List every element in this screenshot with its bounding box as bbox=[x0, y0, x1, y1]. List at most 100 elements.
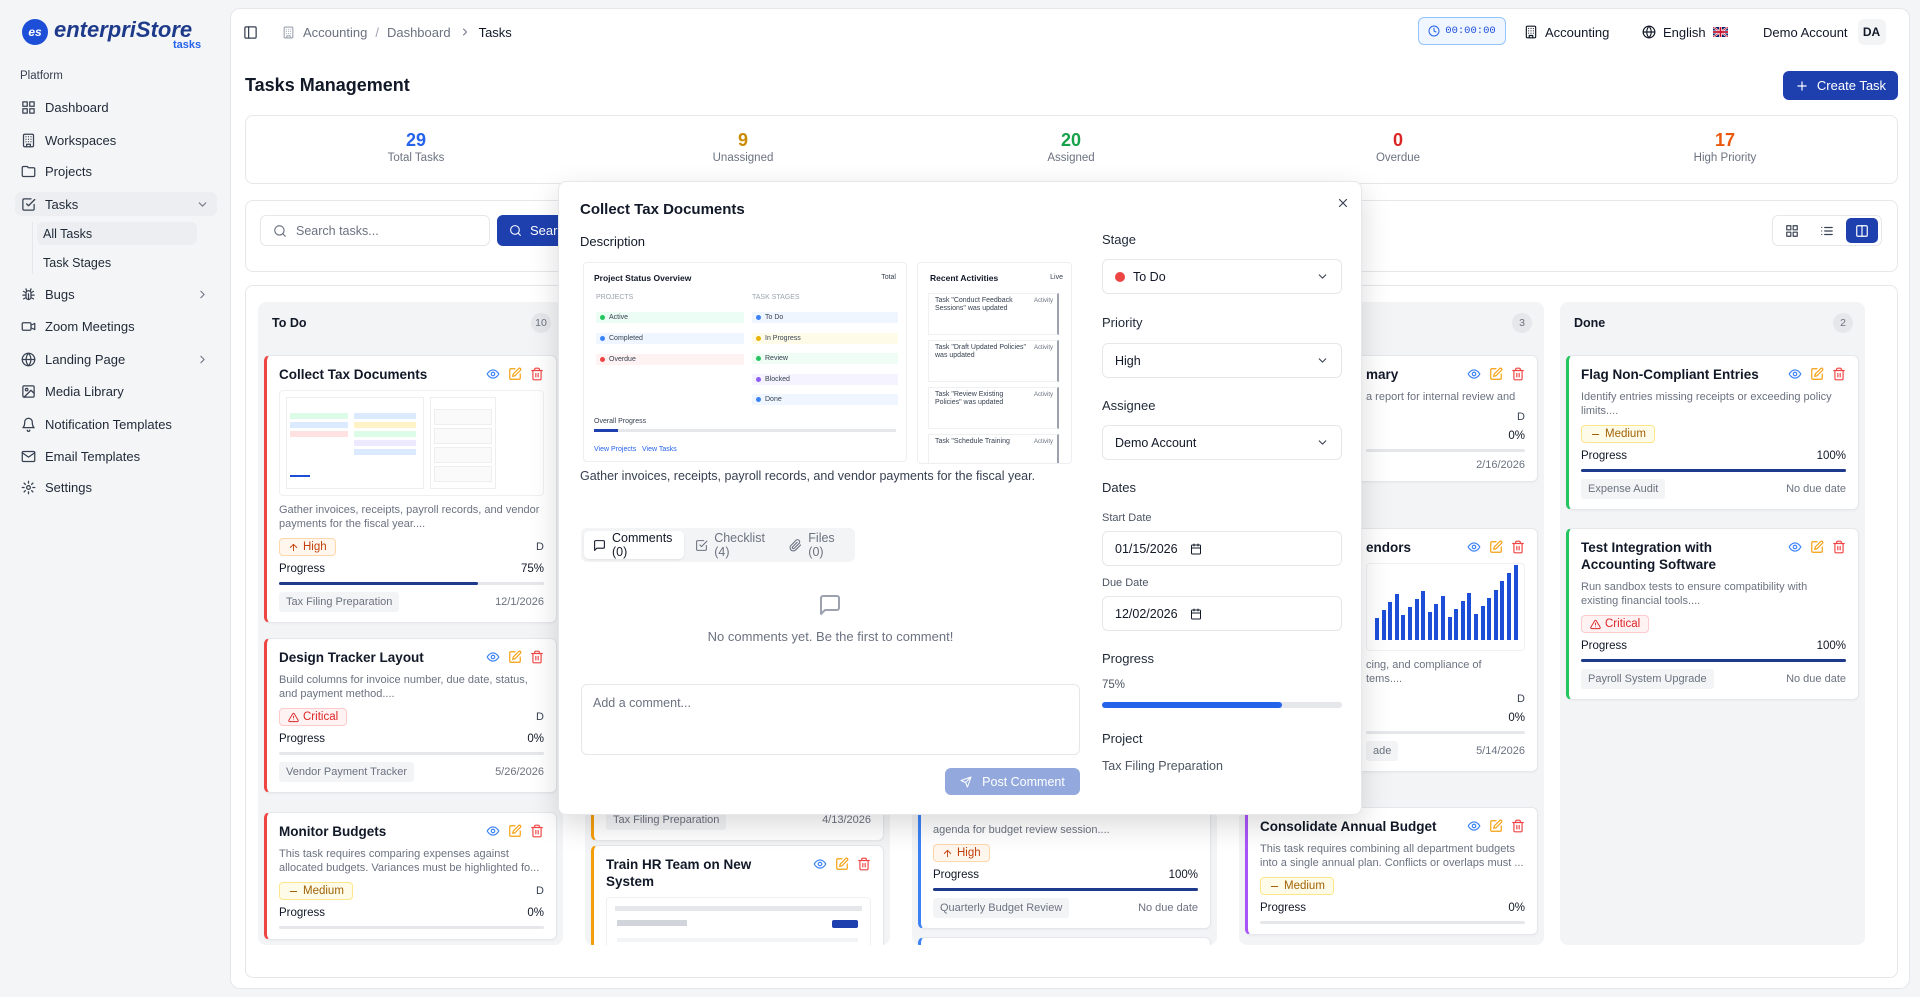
project-tag: Tax Filing Preparation bbox=[606, 810, 727, 830]
task-card bbox=[918, 937, 1211, 945]
nav-item[interactable]: Settings bbox=[15, 475, 217, 499]
comment-input[interactable]: Add a comment... bbox=[581, 684, 1080, 755]
select[interactable]: High bbox=[1102, 343, 1342, 378]
view-option[interactable] bbox=[1776, 218, 1808, 243]
task-card[interactable]: Flag Non-Compliant Entries Identify entri… bbox=[1566, 355, 1859, 510]
image-bar bbox=[1507, 573, 1511, 640]
post-comment-button[interactable]: Post Comment bbox=[945, 768, 1080, 795]
tab-label: Files (0) bbox=[808, 531, 835, 559]
priority-text: Medium bbox=[1284, 880, 1325, 892]
select[interactable]: To Do bbox=[1102, 259, 1342, 294]
view-option[interactable] bbox=[1846, 218, 1878, 243]
card-header: mary bbox=[1366, 366, 1525, 383]
assignee-initial: D bbox=[536, 541, 544, 553]
language-switch[interactable]: English bbox=[1642, 22, 1728, 42]
nav-item[interactable]: Notification Templates bbox=[15, 412, 217, 436]
create-task-button[interactable]: Create Task bbox=[1783, 71, 1898, 100]
icon bbox=[1512, 819, 1524, 833]
date-input[interactable]: 01/15/2026 bbox=[1102, 531, 1342, 566]
task-card[interactable]: Collect Tax Documents Gather invoices, re… bbox=[264, 355, 557, 623]
card-description: Identify entries missing receipts or exc… bbox=[1581, 391, 1832, 417]
image-row: Overdue bbox=[596, 354, 744, 365]
nav-subitem[interactable]: Task Stages bbox=[37, 251, 197, 274]
nav-item[interactable]: Workspaces bbox=[15, 128, 217, 152]
field-label: Progress bbox=[1102, 651, 1155, 666]
tab-label: Comments (0) bbox=[612, 531, 673, 559]
image-row: Done bbox=[752, 394, 898, 405]
task-card[interactable]: Train HR Team on New System bbox=[591, 845, 884, 945]
tab[interactable]: Comments (0) bbox=[584, 531, 685, 559]
card-footer: Quarterly Budget Review No due date bbox=[933, 898, 1198, 918]
image-bar bbox=[1388, 602, 1393, 640]
progress-value: 100% bbox=[1816, 640, 1846, 652]
breadcrumb-item[interactable]: Dashboard bbox=[386, 24, 451, 40]
stage-dot bbox=[1115, 271, 1125, 282]
nav-item[interactable]: Landing Page bbox=[15, 347, 217, 371]
task-modal: Collect Tax Documents Description Project … bbox=[558, 181, 1362, 815]
nav-item[interactable]: Zoom Meetings bbox=[15, 314, 217, 338]
nav-item[interactable]: Bugs bbox=[15, 282, 217, 306]
icon bbox=[200, 290, 205, 298]
progress-fill bbox=[933, 888, 1198, 891]
card-actions bbox=[486, 650, 544, 664]
image-row bbox=[354, 431, 416, 437]
icon bbox=[1856, 224, 1868, 237]
modal-title: Collect Tax Documents bbox=[580, 201, 745, 218]
card-footer: 2/16/2026 bbox=[1366, 459, 1525, 471]
date-input[interactable]: 12/02/2026 bbox=[1102, 596, 1342, 631]
project-name: Tax Filing Preparation bbox=[1102, 759, 1223, 773]
workspace-switch[interactable]: Accounting bbox=[1524, 22, 1609, 42]
stat-value: 20 bbox=[1060, 130, 1082, 150]
card-description: This task requires comparing expenses ag… bbox=[279, 848, 540, 874]
nav-item[interactable]: Projects bbox=[15, 159, 217, 183]
nav-item[interactable]: Dashboard bbox=[15, 95, 217, 119]
progress-track bbox=[933, 888, 1198, 891]
icon bbox=[1490, 819, 1503, 832]
icon bbox=[22, 287, 35, 300]
icon bbox=[1190, 543, 1201, 554]
search-input[interactable]: Search tasks... bbox=[260, 215, 490, 246]
task-card[interactable]: Consolidate Annual Budget This task requi… bbox=[1245, 807, 1538, 935]
nav-subitem[interactable]: All Tasks bbox=[37, 222, 197, 245]
nav-item[interactable]: Email Templates bbox=[15, 444, 217, 468]
image-bar bbox=[1401, 615, 1406, 640]
tabs: Comments (0) Checklist (4) Files (0) bbox=[581, 528, 855, 562]
user-menu[interactable]: Demo Account DA bbox=[1763, 19, 1886, 45]
tab[interactable]: Checklist (4) bbox=[686, 531, 778, 559]
icon bbox=[1490, 540, 1503, 553]
due-date: 5/14/2026 bbox=[1476, 745, 1525, 757]
task-card[interactable]: Monitor Budgets This task requires compar… bbox=[264, 812, 557, 940]
icon bbox=[1797, 80, 1807, 91]
close-button[interactable] bbox=[1336, 196, 1350, 215]
task-image bbox=[1366, 563, 1525, 651]
image-bar bbox=[1408, 607, 1412, 640]
icon bbox=[1467, 369, 1481, 379]
image-row bbox=[354, 449, 416, 455]
comment-placeholder: Add a comment... bbox=[593, 696, 691, 710]
image-text: In Progress bbox=[765, 334, 801, 342]
task-card[interactable]: Test Integration with Accounting Softwar… bbox=[1566, 528, 1859, 700]
button-label: Post Comment bbox=[982, 774, 1065, 789]
tab-label: Checklist (4) bbox=[714, 531, 765, 559]
view-option[interactable] bbox=[1811, 218, 1843, 243]
icon bbox=[22, 133, 35, 147]
select[interactable]: Demo Account bbox=[1102, 425, 1342, 460]
breadcrumb-item[interactable]: Accounting bbox=[303, 24, 368, 40]
icon bbox=[509, 650, 522, 663]
image-bar bbox=[1427, 612, 1432, 640]
priority-text: High bbox=[957, 847, 981, 859]
description-image: Project Status Overview Total PROJECTS TASK… bbox=[583, 262, 907, 462]
card-title: mary bbox=[1366, 367, 1399, 382]
icon bbox=[836, 857, 849, 870]
image-bar bbox=[1480, 606, 1485, 640]
card-header: Test Integration with Accounting Softwar… bbox=[1581, 539, 1846, 573]
nav-item[interactable]: Tasks bbox=[15, 192, 217, 216]
icon bbox=[1428, 25, 1440, 37]
task-card[interactable]: Design Tracker Layout Build columns for i… bbox=[264, 638, 557, 793]
nav-item[interactable]: Media Library bbox=[15, 379, 217, 403]
card-header: Consolidate Annual Budget bbox=[1260, 818, 1525, 835]
card-actions bbox=[1467, 819, 1525, 833]
priority-text: Critical bbox=[303, 711, 339, 723]
tab[interactable]: Files (0) bbox=[780, 531, 852, 559]
stat-label: Assigned bbox=[1047, 152, 1095, 164]
